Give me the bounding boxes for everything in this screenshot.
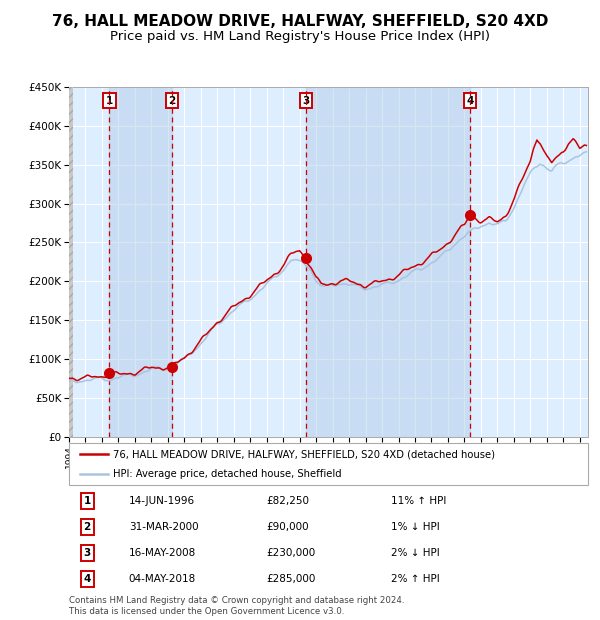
- Text: 76, HALL MEADOW DRIVE, HALFWAY, SHEFFIELD, S20 4XD (detached house): 76, HALL MEADOW DRIVE, HALFWAY, SHEFFIEL…: [113, 450, 495, 459]
- Text: 31-MAR-2000: 31-MAR-2000: [128, 522, 199, 532]
- Text: 4: 4: [83, 574, 91, 584]
- Text: £285,000: £285,000: [266, 574, 316, 584]
- FancyBboxPatch shape: [69, 443, 588, 485]
- Text: 1: 1: [83, 496, 91, 506]
- Bar: [109, 87, 172, 437]
- Text: 2% ↓ HPI: 2% ↓ HPI: [391, 548, 440, 558]
- Text: 1: 1: [106, 96, 113, 106]
- Text: 2: 2: [83, 522, 91, 532]
- Text: 04-MAY-2018: 04-MAY-2018: [128, 574, 196, 584]
- Bar: [69, 87, 73, 437]
- Text: 11% ↑ HPI: 11% ↑ HPI: [391, 496, 446, 506]
- Text: £90,000: £90,000: [266, 522, 309, 532]
- Text: 3: 3: [83, 548, 91, 558]
- Text: 4: 4: [466, 96, 474, 106]
- Text: HPI: Average price, detached house, Sheffield: HPI: Average price, detached house, Shef…: [113, 469, 342, 479]
- Text: £230,000: £230,000: [266, 548, 316, 558]
- Text: 2: 2: [169, 96, 176, 106]
- Text: 76, HALL MEADOW DRIVE, HALFWAY, SHEFFIELD, S20 4XD: 76, HALL MEADOW DRIVE, HALFWAY, SHEFFIEL…: [52, 14, 548, 29]
- Text: Price paid vs. HM Land Registry's House Price Index (HPI): Price paid vs. HM Land Registry's House …: [110, 30, 490, 43]
- Text: £82,250: £82,250: [266, 496, 309, 506]
- Text: 3: 3: [302, 96, 310, 106]
- Text: 1% ↓ HPI: 1% ↓ HPI: [391, 522, 440, 532]
- Bar: [306, 87, 470, 437]
- Text: Contains HM Land Registry data © Crown copyright and database right 2024.
This d: Contains HM Land Registry data © Crown c…: [69, 596, 404, 616]
- Text: 2% ↑ HPI: 2% ↑ HPI: [391, 574, 440, 584]
- Text: 14-JUN-1996: 14-JUN-1996: [128, 496, 195, 506]
- Text: 16-MAY-2008: 16-MAY-2008: [128, 548, 196, 558]
